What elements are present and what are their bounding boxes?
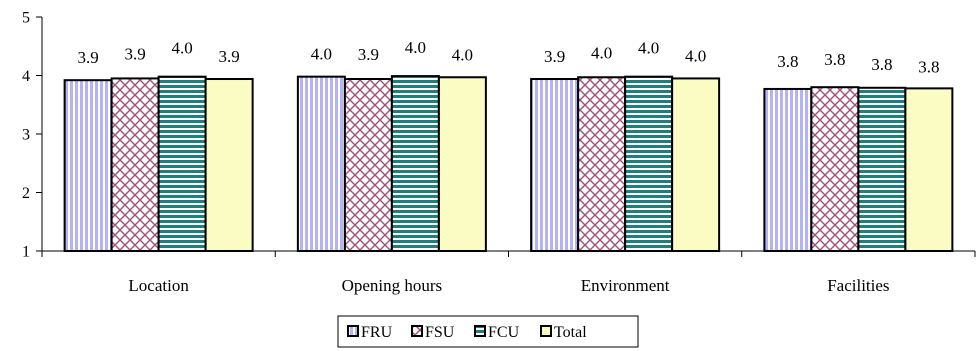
y-tick-label: 3 xyxy=(22,127,30,144)
data-label: 3.9 xyxy=(125,44,146,63)
data-label: 3.9 xyxy=(78,48,99,67)
bar-fru xyxy=(296,75,346,252)
legend-label: FRU xyxy=(361,324,393,341)
data-labels: 3.9 3.9 4.0 3.9 4.0 3.9 4.0 4.0 3.9 4.0 4.0 4.0 3.8 3… xyxy=(78,38,940,76)
data-label: 4.0 xyxy=(172,39,193,58)
data-label: 4.0 xyxy=(638,39,659,58)
legend-label: FSU xyxy=(425,324,455,341)
bar-fcu xyxy=(157,75,207,252)
data-label: 3.8 xyxy=(824,50,845,69)
bar-fru xyxy=(63,79,113,253)
bar-total xyxy=(437,76,487,252)
bar-total xyxy=(204,78,254,253)
data-label: 3.9 xyxy=(358,45,379,64)
bar-fru xyxy=(763,87,813,252)
data-label: 4.0 xyxy=(311,45,332,64)
y-tick-label: 2 xyxy=(22,185,30,202)
category-label: Environment xyxy=(581,276,670,295)
legend-swatch-fsu xyxy=(411,325,423,337)
category-label: Location xyxy=(128,276,189,295)
bar-fsu xyxy=(810,86,860,252)
y-tick-label: 4 xyxy=(22,68,30,85)
y-tick-label: 1 xyxy=(22,244,30,261)
legend: FRU FSU FCU Total xyxy=(337,315,639,348)
bar-total xyxy=(671,77,721,252)
category-label: Facilities xyxy=(827,276,889,295)
legend-box xyxy=(337,315,639,348)
category-label: Opening hours xyxy=(342,276,443,295)
bar-fsu xyxy=(577,76,627,252)
data-label: 4.0 xyxy=(685,46,706,65)
bar-total xyxy=(904,87,954,253)
data-label: 3.9 xyxy=(544,47,565,66)
bar-fcu xyxy=(857,86,907,252)
data-label: 4.0 xyxy=(452,45,473,64)
data-label: 4.0 xyxy=(591,43,612,62)
data-label: 3.8 xyxy=(777,52,798,71)
bar-fsu xyxy=(110,77,160,252)
bar-fru xyxy=(530,78,580,253)
data-label: 3.8 xyxy=(918,57,939,76)
data-label: 3.9 xyxy=(219,47,240,66)
x-axis: Location Opening hours Environment Faciliti… xyxy=(41,250,976,295)
legend-label: Total xyxy=(554,324,587,341)
bar-fcu xyxy=(624,75,674,252)
legend-swatch-fcu xyxy=(474,325,486,337)
bar-fcu xyxy=(390,75,440,252)
bars xyxy=(63,75,954,253)
bar-fsu xyxy=(343,78,393,253)
legend-swatch-fru xyxy=(347,325,359,337)
legend-swatch-total xyxy=(540,325,552,337)
data-label: 3.8 xyxy=(871,55,892,74)
y-axis: 1 2 3 4 5 xyxy=(22,10,43,261)
y-tick-label: 5 xyxy=(22,10,30,27)
legend-label: FCU xyxy=(488,324,520,341)
data-label: 4.0 xyxy=(405,38,426,57)
